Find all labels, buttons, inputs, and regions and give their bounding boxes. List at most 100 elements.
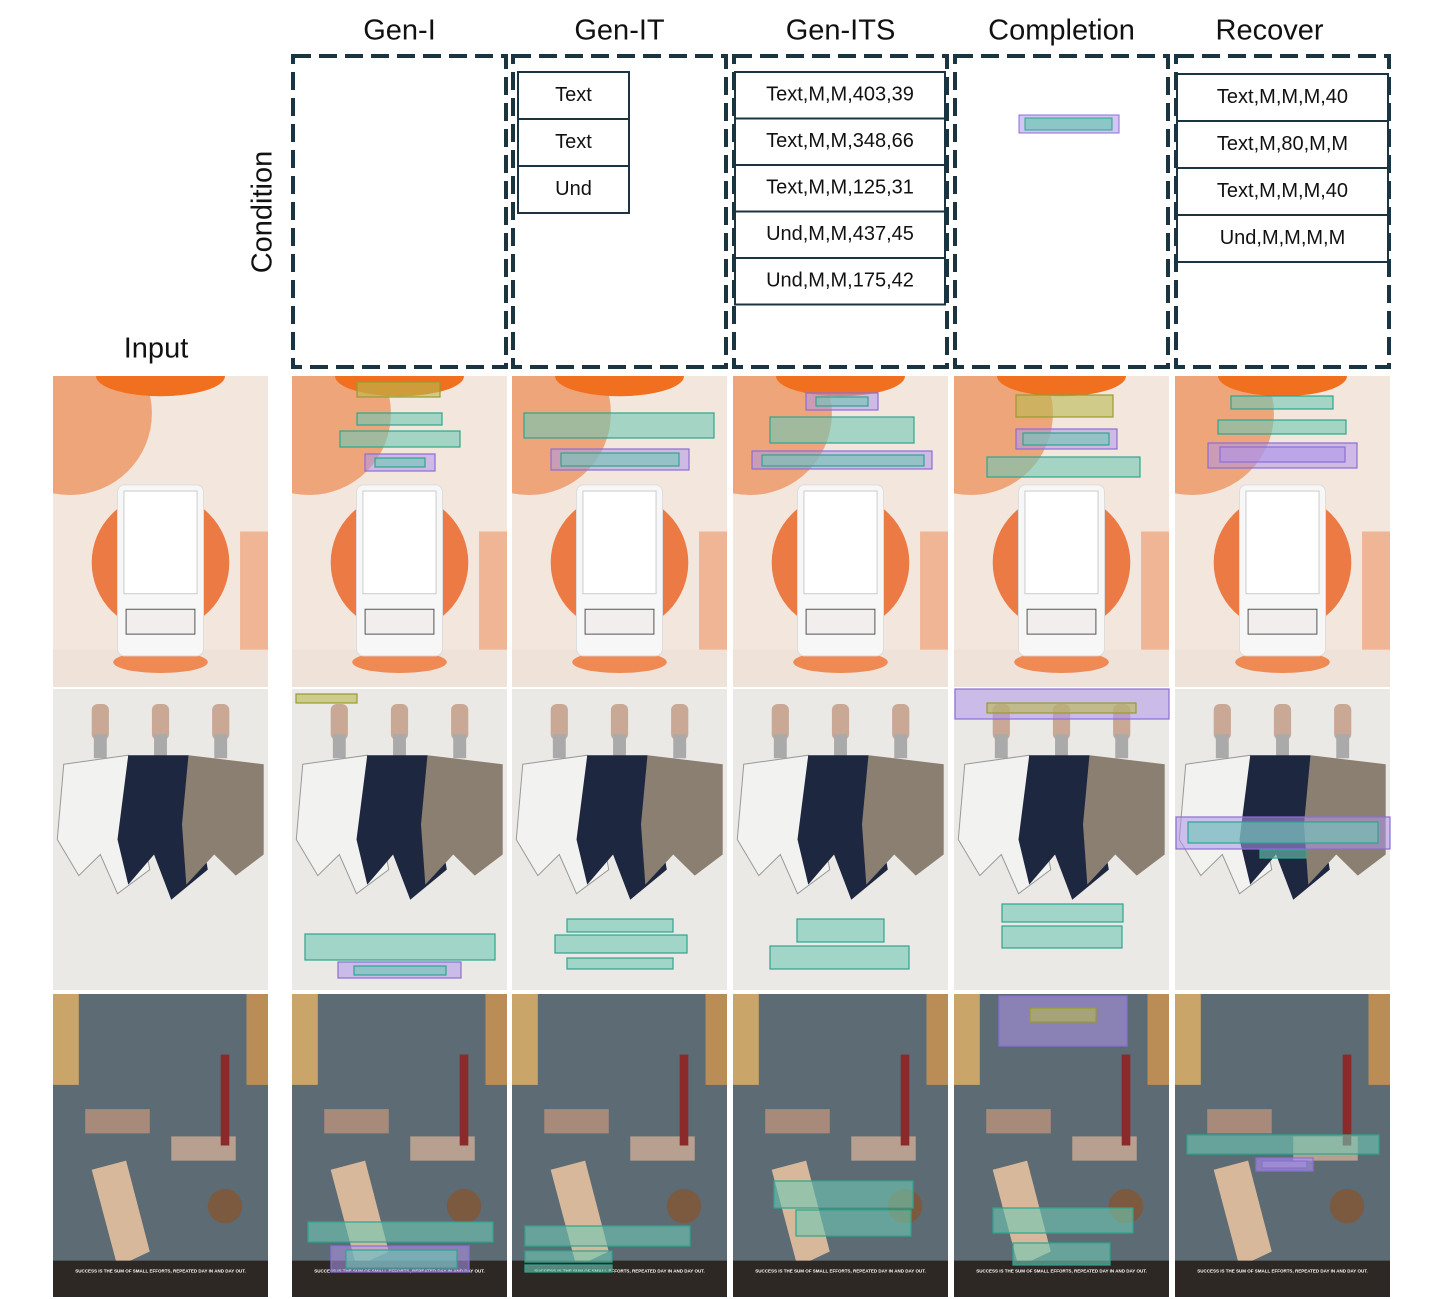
stripe — [1121, 1054, 1131, 1146]
region-box — [1259, 849, 1307, 859]
condition-cell — [734, 117, 946, 166]
screen — [1245, 490, 1320, 595]
condition-cell — [1176, 120, 1389, 169]
clip — [834, 734, 847, 759]
hanger — [1213, 704, 1231, 741]
decor — [1362, 531, 1390, 656]
region-box — [796, 918, 885, 943]
hanger — [550, 704, 568, 741]
band — [954, 1260, 1169, 1297]
clip — [1276, 734, 1289, 759]
clip — [453, 734, 467, 759]
stripe — [1342, 1054, 1352, 1146]
hanger — [212, 704, 230, 741]
screen — [123, 490, 198, 595]
clip — [1215, 734, 1229, 759]
condition-text: Text,M,M,M,40 — [1217, 180, 1348, 202]
panel — [805, 608, 876, 635]
hanger — [771, 704, 789, 741]
plate — [1014, 651, 1109, 674]
light — [246, 994, 268, 1085]
sleeve — [1213, 1160, 1272, 1267]
region-box — [1024, 117, 1113, 131]
column-title: Gen-ITS — [786, 15, 896, 47]
region-box — [295, 693, 358, 704]
light — [1368, 994, 1390, 1085]
condition-text: Und,M,M,437,45 — [766, 223, 914, 245]
light — [53, 994, 79, 1085]
hanger — [1334, 704, 1352, 741]
patch — [666, 1188, 702, 1224]
screen — [803, 490, 878, 595]
clip — [393, 734, 406, 759]
clip — [154, 734, 167, 759]
ruffle — [544, 1109, 609, 1134]
stripe — [900, 1054, 910, 1146]
patch — [446, 1188, 482, 1224]
region-box — [304, 933, 496, 961]
plate — [572, 651, 667, 674]
condition-panel — [291, 54, 508, 369]
region-box — [356, 381, 441, 398]
photo — [53, 689, 268, 990]
clip — [552, 734, 566, 759]
clip — [673, 734, 687, 759]
condition-text: Text,M,M,125,31 — [766, 177, 914, 199]
panel — [584, 608, 655, 635]
column-title: Gen-I — [363, 15, 436, 47]
region-box — [1001, 925, 1123, 949]
condition-text: Text,M,M,348,66 — [766, 130, 914, 152]
decor — [1218, 376, 1347, 397]
shorts — [641, 755, 723, 885]
region-box — [339, 430, 461, 448]
decor — [1141, 531, 1169, 656]
region-box — [815, 396, 869, 407]
condition-cell — [734, 71, 946, 120]
region-box — [1261, 1160, 1308, 1169]
region-box — [1029, 1007, 1097, 1023]
decor — [96, 376, 225, 397]
photo: SUCCESS IS THE SUM OF SMALL EFFORTS, REP… — [733, 994, 948, 1297]
condition-cell — [1176, 167, 1389, 216]
hanger — [91, 704, 109, 741]
light — [926, 994, 948, 1085]
condition-text: Und,M,M,175,42 — [766, 270, 914, 292]
screen — [1024, 490, 1099, 595]
decor — [699, 531, 727, 656]
hanger — [151, 704, 170, 741]
condition-text: Und — [555, 178, 592, 200]
clip — [1115, 734, 1129, 759]
condition-text: Und,M,M,M,M — [1220, 227, 1346, 249]
panel — [1026, 608, 1097, 635]
condition-panel — [511, 54, 728, 369]
decor — [920, 531, 948, 656]
decor — [240, 531, 268, 656]
decor — [776, 376, 905, 397]
ruffle — [324, 1109, 389, 1134]
photo — [733, 689, 948, 990]
decor — [53, 376, 152, 495]
plate — [1235, 651, 1330, 674]
photo-caption: SUCCESS IS THE SUM OF SMALL EFFORTS, REP… — [1197, 1268, 1367, 1273]
region-box — [1012, 1242, 1111, 1266]
condition-panel — [953, 54, 1170, 369]
clip — [894, 734, 908, 759]
region-box — [986, 456, 1141, 478]
panel — [125, 608, 196, 635]
column-title: Completion — [988, 15, 1135, 47]
region-box — [992, 1207, 1134, 1234]
region-box — [566, 918, 674, 933]
shorts — [862, 755, 944, 885]
plate — [352, 651, 447, 674]
plate — [793, 651, 888, 674]
photo-caption: SUCCESS IS THE SUM OF SMALL EFFORTS, REP… — [75, 1268, 245, 1273]
patch — [1329, 1188, 1365, 1224]
shorts — [182, 755, 264, 885]
photo — [954, 376, 1169, 687]
column-title: Recover — [1216, 15, 1324, 47]
input-label: Input — [124, 333, 189, 365]
light — [292, 994, 318, 1085]
hanger — [330, 704, 348, 741]
condition-text: Text,M,M,M,40 — [1217, 86, 1348, 108]
